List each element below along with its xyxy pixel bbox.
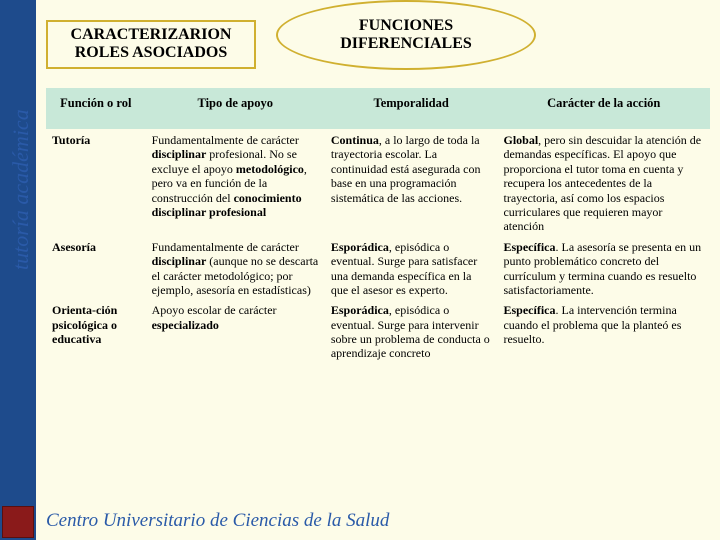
cell-c2: Esporádica, episódica o eventual. Surge … <box>325 236 498 300</box>
table-row: TutoríaFundamentalmente de carácter disc… <box>46 129 710 236</box>
side-label: tutoría académica <box>8 109 34 270</box>
cell-c3: Específica. La intervención termina cuan… <box>497 299 710 363</box>
slide: CARACTERIZARION ROLES ASOCIADOS FUNCIONE… <box>36 0 720 540</box>
cell-c2: Continua, a lo largo de toda la trayecto… <box>325 129 498 236</box>
header: CARACTERIZARION ROLES ASOCIADOS FUNCIONE… <box>46 6 710 88</box>
footer-text: Centro Universitario de Ciencias de la S… <box>46 510 389 532</box>
cell-c1: Apoyo escolar de carácter especializado <box>146 299 325 363</box>
cell-c3: Global, pero sin descuidar la atención d… <box>497 129 710 236</box>
oval-line1: FUNCIONES <box>359 17 453 34</box>
th-temporalidad: Temporalidad <box>325 88 498 129</box>
th-tipo: Tipo de apoyo <box>146 88 325 129</box>
th-funcion: Función o rol <box>46 88 146 129</box>
cell-c0: Orienta-ción psicológica o educativa <box>46 299 146 363</box>
table-header-row: Función o rol Tipo de apoyo Temporalidad… <box>46 88 710 129</box>
box-left-line1: CARACTERIZARION <box>71 26 232 43</box>
header-box-left: CARACTERIZARION ROLES ASOCIADOS <box>46 20 256 69</box>
cell-c1: Fundamentalmente de carácter disciplinar… <box>146 236 325 300</box>
th-caracter: Carácter de la acción <box>497 88 710 129</box>
cell-c0: Tutoría <box>46 129 146 236</box>
cell-c0: Asesoría <box>46 236 146 300</box>
institution-logo <box>2 506 34 538</box>
table-row: AsesoríaFundamentalmente de carácter dis… <box>46 236 710 300</box>
oval-line2: DIFERENCIALES <box>340 35 472 52</box>
roles-table: Función o rol Tipo de apoyo Temporalidad… <box>46 88 710 363</box>
header-oval: FUNCIONES DIFERENCIALES <box>276 0 536 70</box>
cell-c2: Esporádica, episódica o eventual. Surge … <box>325 299 498 363</box>
cell-c1: Fundamentalmente de carácter disciplinar… <box>146 129 325 236</box>
cell-c3: Específica. La asesoría se presenta en u… <box>497 236 710 300</box>
box-left-line2: ROLES ASOCIADOS <box>75 44 228 61</box>
table-row: Orienta-ción psicológica o educativaApoy… <box>46 299 710 363</box>
